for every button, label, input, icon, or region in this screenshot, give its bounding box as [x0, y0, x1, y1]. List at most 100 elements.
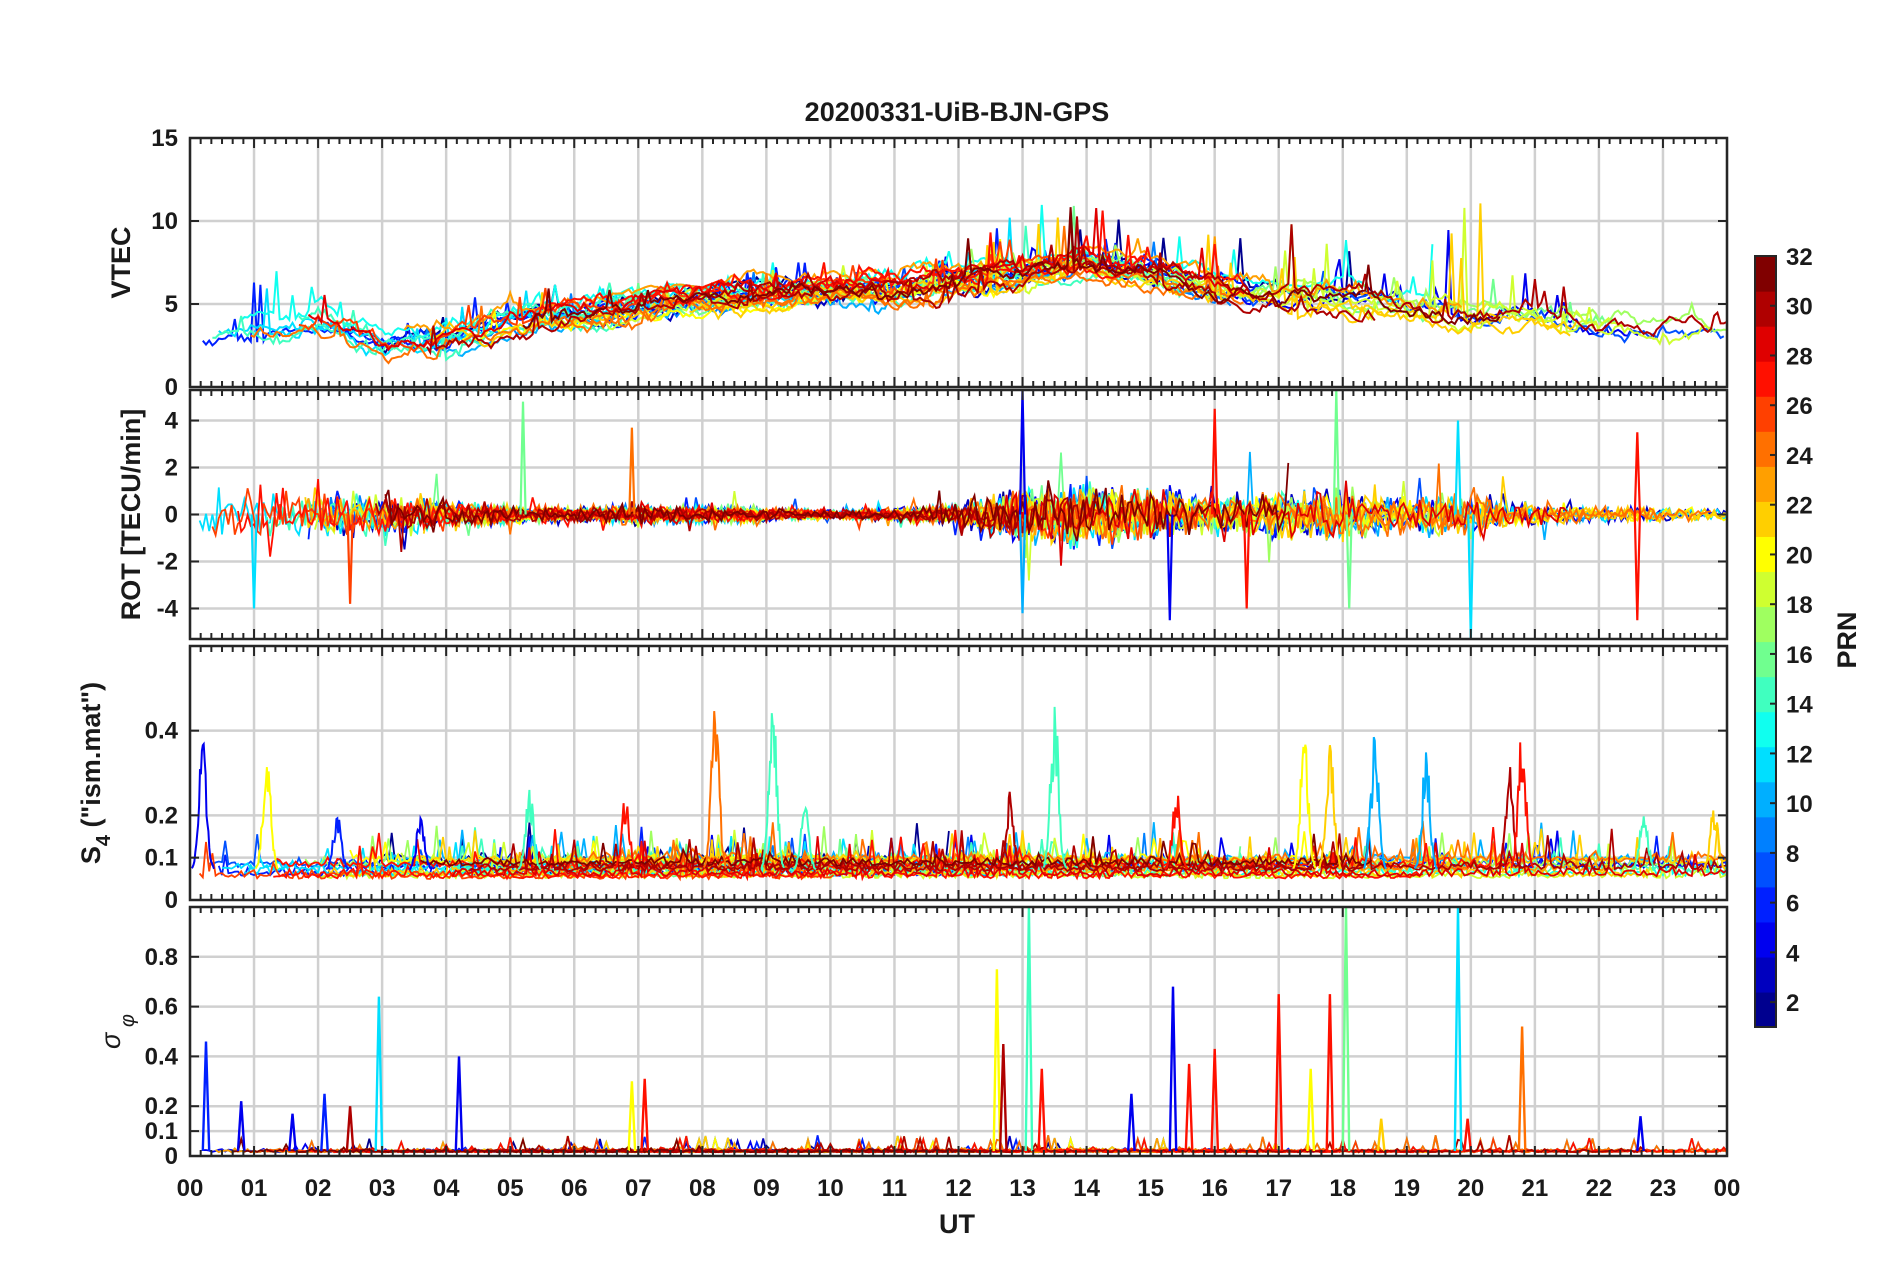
spike: [1702, 810, 1726, 871]
spike: [1042, 706, 1067, 868]
x-tick-label: 07: [625, 1175, 652, 1202]
spike: [325, 816, 350, 871]
colorbar-tick-label: 12: [1786, 741, 1813, 768]
axes-frame: [188, 905, 1729, 1158]
colorbar-tick-label: 32: [1786, 244, 1813, 271]
spike: [1362, 736, 1387, 870]
colorbar-tick-label: 6: [1786, 891, 1799, 918]
colorbar-segment: [1755, 956, 1776, 993]
y-tick-label: 15: [151, 125, 178, 152]
colorbar-segment: [1755, 781, 1776, 818]
spike: [1317, 745, 1342, 870]
spike: [1636, 1116, 1645, 1152]
colorbar-segment: [1755, 431, 1776, 467]
colorbar-segment: [1755, 571, 1776, 608]
colorbar-segment: [1755, 361, 1776, 397]
x-tick-label: 20: [1457, 1175, 1484, 1202]
colorbar-segment: [1755, 291, 1776, 327]
spike: [517, 789, 542, 870]
spike: [997, 791, 1022, 871]
spike: [1497, 767, 1522, 870]
spike: [1453, 907, 1463, 1152]
colorbar-segment: [1755, 676, 1776, 713]
spike: [1274, 994, 1284, 1152]
colorbar-segment: [1755, 746, 1776, 783]
x-tick-label: 10: [817, 1175, 844, 1202]
y-tick-label: 0.6: [145, 994, 178, 1021]
panel-sigma-phi: 00.10.2 0.4 0.6 0.8 σ φ: [96, 905, 1729, 1170]
spike: [1633, 432, 1641, 515]
spike: [1127, 1093, 1136, 1152]
colorbar-segment: [1755, 536, 1776, 573]
spike: [236, 1101, 246, 1152]
data-traces: [202, 203, 1727, 365]
spike: [1413, 752, 1439, 870]
trace-prn-32: [420, 833, 1373, 869]
y-tick-label: 0.2: [145, 1093, 178, 1120]
spike: [190, 741, 215, 870]
spike: [519, 401, 527, 515]
spike: [1454, 420, 1462, 515]
y-tick-label: 0.8: [145, 944, 178, 971]
colorbar-tick-label: 10: [1786, 791, 1813, 818]
y-tick-label: 0.4: [145, 718, 179, 745]
spike: [1210, 1048, 1220, 1152]
y-tick-label: 4: [165, 408, 179, 435]
colorbar-tick-label: 2: [1786, 990, 1799, 1017]
x-tick-label: 12: [945, 1175, 972, 1202]
x-tick-label: 08: [689, 1175, 716, 1202]
spike: [792, 805, 817, 871]
y-tick-label: 0: [165, 374, 178, 401]
spike: [1024, 907, 1034, 1152]
y-tick-label: 0.2: [145, 802, 178, 829]
trace-prn-28: [650, 232, 1148, 308]
colorbar-segment: [1755, 396, 1776, 432]
colorbar-segment: [1755, 711, 1776, 748]
chart-title: 20200331-UiB-BJN-GPS: [805, 97, 1110, 127]
spike: [1243, 514, 1251, 609]
panel-rot: -4 -2 0 2 4 ROT [TECU/min]: [116, 388, 1729, 641]
spike: [320, 1093, 329, 1152]
colorbar-tick-label: 20: [1786, 542, 1813, 569]
colorbar-segment: [1755, 816, 1776, 853]
spike: [992, 969, 1002, 1152]
y-tick-label: 2: [165, 455, 178, 482]
panel-vtec: 0 5 10 15 VTEC: [106, 125, 1729, 401]
trace-prn-31: [384, 494, 1027, 552]
x-tick-label: 02: [305, 1175, 332, 1202]
trace-prn-29: [525, 480, 1568, 566]
x-tick-label: 03: [369, 1175, 396, 1202]
spike: [288, 1113, 297, 1152]
x-tick-label: 17: [1265, 1175, 1292, 1202]
colorbar-frame: [1754, 255, 1777, 1028]
colorbar-tick-label: 28: [1786, 343, 1813, 370]
trace-prn-32: [384, 462, 1290, 542]
axes-frame: [188, 644, 1729, 902]
spike: [454, 1056, 464, 1152]
colorbar-tick-label: 18: [1786, 592, 1813, 619]
spike: [1018, 514, 1027, 614]
colorbar-tick-label: 8: [1786, 841, 1799, 868]
spike: [1292, 744, 1317, 869]
spike: [627, 1081, 637, 1152]
y-tick-label: 0.1: [145, 845, 178, 872]
y-axis-label: VTEC: [106, 226, 136, 298]
y-tick-label: 0.4: [145, 1043, 179, 1070]
spike: [1633, 514, 1641, 621]
spike: [374, 996, 384, 1152]
x-tick-label: 04: [433, 1175, 460, 1202]
trace-prn-29: [451, 836, 1727, 879]
y-tick-label: -2: [157, 548, 178, 575]
colorbar-segment: [1755, 921, 1776, 958]
spike: [613, 803, 638, 870]
y-axis-label: S4 ("ism.mat"): [76, 682, 115, 864]
data-traces: [198, 390, 1727, 639]
spike: [1510, 742, 1535, 869]
axes-frame: [188, 136, 1729, 389]
trace-prn-32: [522, 207, 1501, 330]
x-tick-label: 23: [1650, 1175, 1677, 1202]
colorbar-segment: [1755, 326, 1776, 362]
x-tick-label: 13: [1009, 1175, 1036, 1202]
spike: [628, 427, 636, 515]
